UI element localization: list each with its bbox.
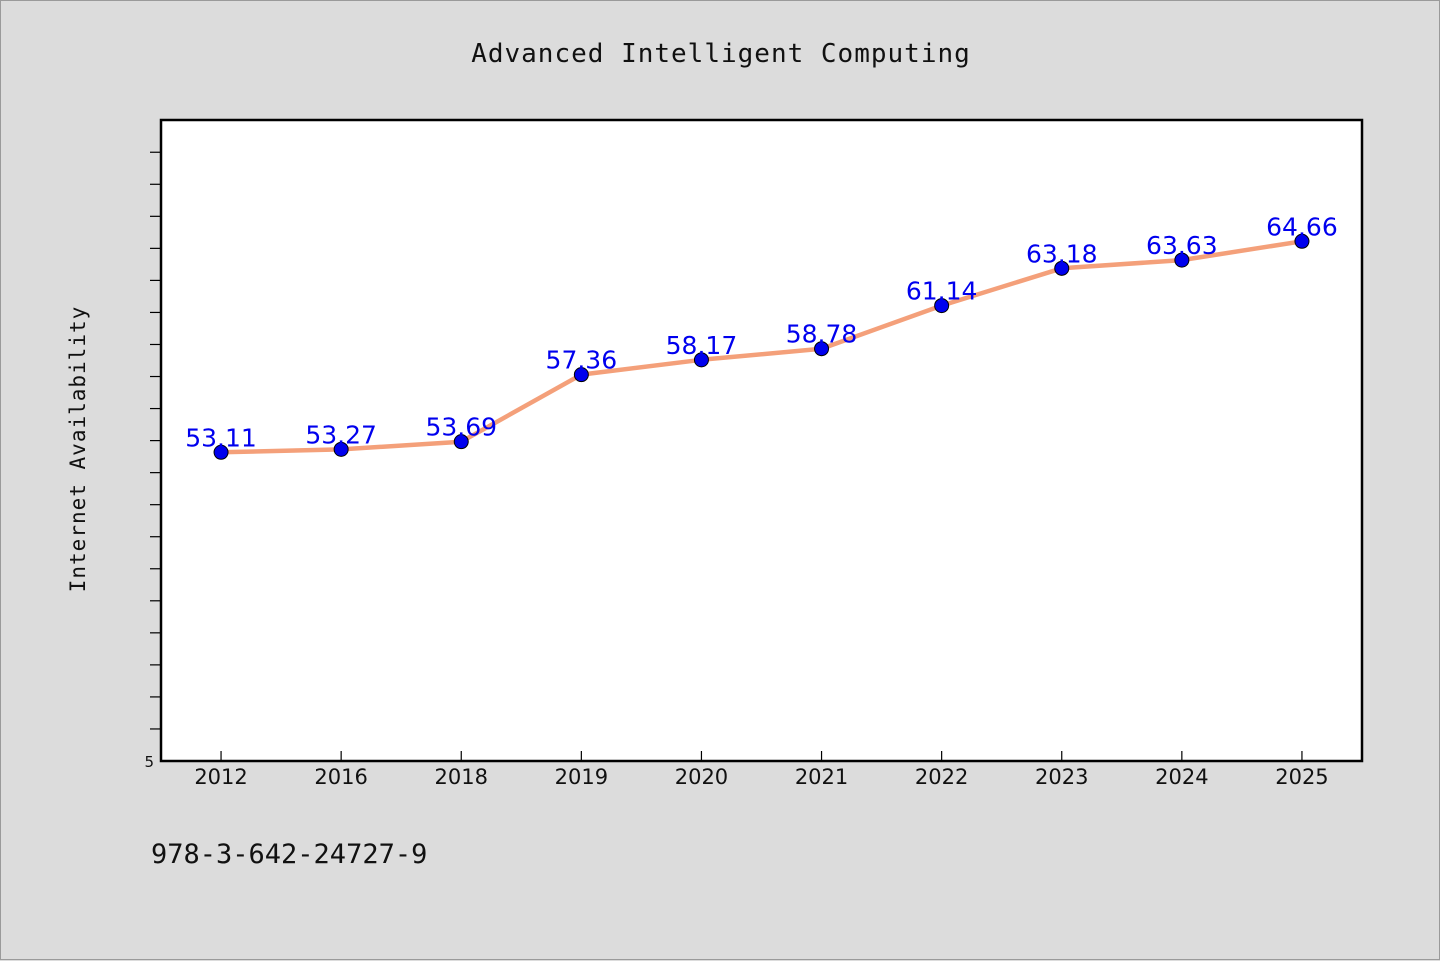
footer-isbn: 978-3-642-24727-9 [151,839,427,870]
x-tick-label: 2019 [555,765,608,789]
data-point [1294,233,1310,249]
y-axis-ticks: 5 [144,151,161,771]
x-axis-ticks: 2012 2016 2018 2019 2020 2021 2022 2023 2024 2025 [194,751,1329,789]
x-tick-label: 2023 [1035,765,1088,789]
data-point [573,367,589,383]
x-tick-label: 2020 [675,765,728,789]
data-point [213,444,229,460]
x-tick-label: 2024 [1155,765,1208,789]
y-tick-label: 5 [144,753,154,771]
y-axis-label: Internet Availability [66,306,90,593]
plot-area [159,118,1364,763]
data-label: 63.18 [1026,239,1098,268]
x-tick-label: 2018 [435,765,488,789]
data-point [693,352,709,368]
data-label: 57.36 [546,346,618,375]
x-tick-label: 2025 [1275,765,1328,789]
x-tick-label: 2016 [314,765,367,789]
data-point [1174,252,1190,268]
data-labels: 53.11 53.27 53.69 57.36 58.17 58.78 61.14 63.18… [185,212,1337,452]
series-line [218,239,1305,455]
data-label: 58.17 [666,331,738,360]
data-label: 58.78 [786,320,858,349]
data-label: 61.14 [906,277,978,306]
data-label: 53.27 [305,420,377,449]
chart-title: Advanced Intelligent Computing [471,39,971,69]
data-label: 53.69 [425,413,497,442]
x-tick-label: 2021 [795,765,848,789]
x-tick-label: 2022 [915,765,968,789]
data-label: 53.11 [185,423,257,452]
x-tick-label: 2012 [194,765,247,789]
data-point [453,434,469,450]
data-point [814,341,830,357]
data-point [1054,260,1070,276]
data-label: 63.63 [1146,231,1218,260]
series-markers [213,233,1310,460]
data-point [934,298,950,314]
data-point [333,441,349,457]
data-label: 64.66 [1266,212,1338,241]
